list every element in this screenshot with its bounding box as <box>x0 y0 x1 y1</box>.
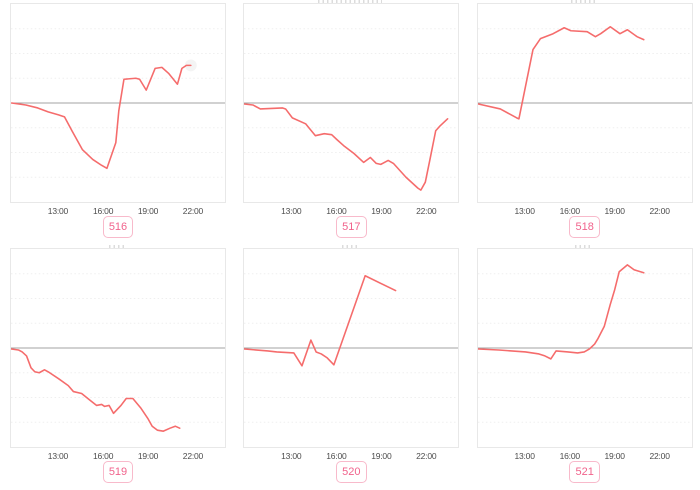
plot-area-516 <box>10 3 226 203</box>
x-axis-520: 13:00 16:00 19:00 22:00 <box>243 451 459 461</box>
line-chart-518 <box>477 25 692 178</box>
x-tick-label: 16:00 <box>326 451 347 461</box>
badge-row: 521 <box>477 461 693 483</box>
chart-id-badge-519[interactable]: 519 <box>102 461 134 483</box>
x-tick-label: 13:00 <box>47 451 69 461</box>
chart-title-remnant <box>575 245 592 248</box>
x-tick-label: 16:00 <box>326 206 347 216</box>
x-tick-label: 22:00 <box>649 206 670 216</box>
series-line <box>244 103 449 191</box>
series-line <box>477 25 645 120</box>
x-tick-label: 19:00 <box>371 451 392 461</box>
x-tick-label: 19:00 <box>137 451 159 461</box>
x-axis-521: 13:00 16:00 19:00 22:00 <box>477 451 693 461</box>
badge-row: 518 <box>477 216 693 238</box>
plot-area-521 <box>476 248 693 448</box>
plot-area-518 <box>476 3 693 203</box>
x-tick-label: 19:00 <box>604 451 625 461</box>
line-chart-520 <box>244 273 459 423</box>
x-tick-label: 22:00 <box>416 451 437 461</box>
chart-title-remnant <box>341 245 358 248</box>
x-tick-label: 22:00 <box>416 206 437 216</box>
x-tick-label: 22:00 <box>182 206 204 216</box>
chart-cell-517: 13:00 16:00 19:00 22:00 517 <box>233 0 466 245</box>
chart-cell-519: 13:00 16:00 19:00 22:00 519 <box>0 245 233 490</box>
badge-row: 517 <box>243 216 459 238</box>
chart-cell-516: 13:00 16:00 19:00 22:00 516 <box>0 0 233 245</box>
badge-row: 516 <box>10 216 226 238</box>
x-tick-label: 16:00 <box>559 451 580 461</box>
series-line <box>477 264 645 360</box>
x-tick-label: 22:00 <box>182 451 204 461</box>
chart-id-badge-521[interactable]: 521 <box>569 461 600 483</box>
chart-id-badge-518[interactable]: 518 <box>569 216 600 238</box>
x-tick-label: 13:00 <box>47 206 69 216</box>
chart-cell-521: 13:00 16:00 19:00 22:00 521 <box>467 245 700 490</box>
x-axis-518: 13:00 16:00 19:00 22:00 <box>477 206 693 216</box>
badge-row: 520 <box>243 461 459 483</box>
x-tick-label: 19:00 <box>137 206 159 216</box>
chart-title-remnant <box>571 0 596 3</box>
chart-id-badge-516[interactable]: 516 <box>102 216 134 238</box>
plot-area-519 <box>10 248 226 448</box>
line-chart-517 <box>244 28 459 191</box>
x-tick-label: 19:00 <box>371 206 392 216</box>
plot-area-517 <box>243 3 460 203</box>
x-axis-517: 13:00 16:00 19:00 22:00 <box>243 206 459 216</box>
x-tick-label: 13:00 <box>281 451 302 461</box>
series-line <box>11 348 181 432</box>
x-tick-label: 13:00 <box>514 206 535 216</box>
line-chart-516 <box>11 28 225 178</box>
chart-title-remnant <box>317 0 382 3</box>
chart-cell-518: 13:00 16:00 19:00 22:00 518 <box>467 0 700 245</box>
x-tick-label: 19:00 <box>604 206 625 216</box>
x-axis-516: 13:00 16:00 19:00 22:00 <box>10 206 226 216</box>
series-line <box>11 64 192 170</box>
badge-row: 519 <box>10 461 226 483</box>
line-chart-519 <box>11 273 225 432</box>
x-tick-label: 16:00 <box>559 206 580 216</box>
plot-area-520 <box>243 248 460 448</box>
chart-cell-520: 13:00 16:00 19:00 22:00 520 <box>233 245 466 490</box>
x-tick-label: 22:00 <box>649 451 670 461</box>
series-line <box>244 274 397 367</box>
chart-title-remnant <box>108 245 125 248</box>
x-axis-519: 13:00 16:00 19:00 22:00 <box>10 451 226 461</box>
x-tick-label: 13:00 <box>514 451 535 461</box>
x-tick-label: 16:00 <box>92 206 114 216</box>
chart-id-badge-517[interactable]: 517 <box>336 216 367 238</box>
chart-id-badge-520[interactable]: 520 <box>336 461 367 483</box>
line-chart-521 <box>477 264 692 423</box>
x-tick-label: 16:00 <box>92 451 114 461</box>
x-tick-label: 13:00 <box>281 206 302 216</box>
